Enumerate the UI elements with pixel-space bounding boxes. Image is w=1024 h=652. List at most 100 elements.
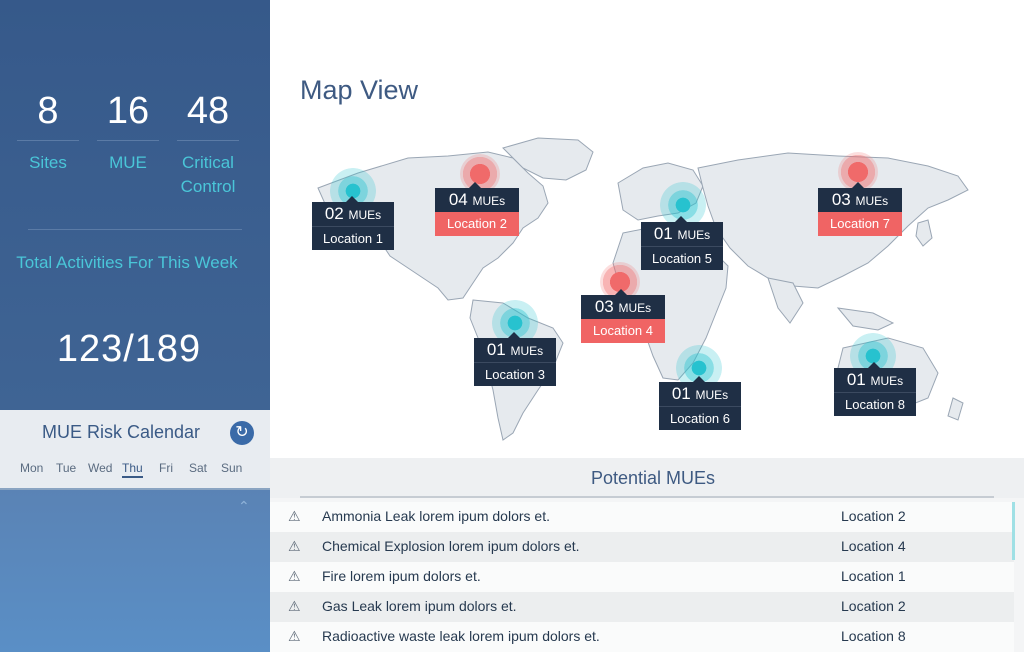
marker-location-label: Location 5 xyxy=(641,246,723,270)
mue-description: Ammonia Leak lorem ipum dolors et. xyxy=(322,508,550,524)
marker-unit: MUEs xyxy=(348,208,382,222)
marker-count-value: 01 xyxy=(653,224,673,243)
marker-location-label: Location 4 xyxy=(581,319,665,343)
mue-row[interactable]: ⚠ Ammonia Leak lorem ipum dolors et. Loc… xyxy=(270,502,1014,532)
calendar-body xyxy=(0,488,270,652)
marker-count: 02 MUEs xyxy=(312,202,394,226)
scrollbar[interactable] xyxy=(1012,502,1015,560)
stat-mue[interactable]: 16 MUE xyxy=(90,88,166,175)
stat-label: Sites xyxy=(29,153,67,172)
marker-count: 01 MUEs xyxy=(474,338,556,362)
risk-calendar: MUE Risk Calendar Mon Tue Wed Thu Fri Sa… xyxy=(0,410,270,488)
stat-divider xyxy=(97,140,159,141)
marker-notch xyxy=(675,216,687,222)
marker-location-label: Location 3 xyxy=(474,362,556,386)
stat-critical-control[interactable]: 48 Critical Control xyxy=(170,88,246,199)
mue-row[interactable]: ⚠ Fire lorem ipum dolors et. Location 1 xyxy=(270,562,1014,592)
marker-notch xyxy=(693,376,705,382)
divider xyxy=(28,229,242,230)
marker-location-6[interactable]: 01 MUEs Location 6 xyxy=(659,376,741,430)
marker-location-8[interactable]: 01 MUEs Location 8 xyxy=(834,362,916,416)
marker-count: 03 MUEs xyxy=(581,295,665,319)
summary-panel xyxy=(0,0,270,410)
stats-row: 8 Sites 16 MUE 48 Critical Control xyxy=(0,88,270,208)
potential-mues-header xyxy=(270,458,1024,498)
marker-count: 01 MUEs xyxy=(641,222,723,246)
marker-unit: MUEs xyxy=(618,301,652,315)
potential-mues-title: Potential MUEs xyxy=(590,468,716,488)
stat-label: MUE xyxy=(109,153,147,172)
marker-count-value: 03 xyxy=(594,297,614,316)
stat-divider xyxy=(17,140,79,141)
marker-unit: MUEs xyxy=(472,194,506,208)
marker-count: 03 MUEs xyxy=(818,188,902,212)
warning-icon: ⚠ xyxy=(288,598,301,614)
activities-value: 123/189 xyxy=(56,328,202,370)
marker-count-value: 01 xyxy=(846,370,866,389)
chevron-up-icon[interactable]: ⌃ xyxy=(238,498,250,514)
marker-count: 04 MUEs xyxy=(435,188,519,212)
marker-notch xyxy=(346,196,358,202)
marker-notch xyxy=(852,182,864,188)
mue-location: Location 1 xyxy=(841,568,906,584)
continent-new-zealand xyxy=(947,397,964,421)
marker-location-3[interactable]: 01 MUEs Location 3 xyxy=(474,332,556,386)
refresh-icon[interactable]: ↻ xyxy=(230,421,254,445)
stat-value: 16 xyxy=(106,90,150,132)
mue-row[interactable]: ⚠ Chemical Explosion lorem ipum dolors e… xyxy=(270,532,1014,562)
marker-unit: MUEs xyxy=(870,374,904,388)
marker-location-4[interactable]: 03 MUEs Location 4 xyxy=(581,289,665,343)
header-underline xyxy=(300,496,994,498)
calendar-title: MUE Risk Calendar xyxy=(42,422,201,442)
mue-description: Radioactive waste leak lorem ipum dolors… xyxy=(322,628,600,644)
stat-value: 48 xyxy=(186,90,230,132)
marker-location-label: Location 8 xyxy=(834,392,916,416)
day-sun[interactable]: Sun xyxy=(221,461,243,475)
continent-indonesia xyxy=(836,307,895,331)
marker-unit: MUEs xyxy=(695,388,729,402)
day-wed[interactable]: Wed xyxy=(88,461,113,475)
day-tue[interactable]: Tue xyxy=(56,461,77,475)
marker-location-1[interactable]: 02 MUEs Location 1 xyxy=(312,196,394,250)
marker-notch xyxy=(868,362,880,368)
marker-count-value: 02 xyxy=(324,204,344,223)
warning-icon: ⚠ xyxy=(288,628,301,644)
day-sat[interactable]: Sat xyxy=(189,461,208,475)
marker-count: 01 MUEs xyxy=(659,382,741,406)
marker-count: 01 MUEs xyxy=(834,368,916,392)
mue-description: Fire lorem ipum dolors et. xyxy=(322,568,481,584)
marker-location-2[interactable]: 04 MUEs Location 2 xyxy=(435,182,519,236)
continent-india xyxy=(767,277,804,324)
mue-location: Location 2 xyxy=(841,508,906,524)
marker-location-label: Location 2 xyxy=(435,212,519,236)
marker-count-value: 01 xyxy=(486,340,506,359)
marker-location-5[interactable]: 01 MUEs Location 5 xyxy=(641,216,723,270)
mue-row[interactable]: ⚠ Gas Leak lorem ipum dolors et. Locatio… xyxy=(270,592,1014,622)
marker-unit: MUEs xyxy=(510,344,544,358)
marker-notch xyxy=(615,289,627,295)
marker-unit: MUEs xyxy=(855,194,889,208)
sidebar: 8 Sites 16 MUE 48 Critical Control Total… xyxy=(0,0,270,652)
day-thu[interactable]: Thu xyxy=(122,461,143,478)
stat-sites[interactable]: 8 Sites xyxy=(10,88,86,175)
day-fri[interactable]: Fri xyxy=(159,461,173,475)
marker-notch xyxy=(508,332,520,338)
marker-count-value: 01 xyxy=(671,384,691,403)
marker-location-label: Location 1 xyxy=(312,226,394,250)
stat-divider xyxy=(177,140,239,141)
stat-value: 8 xyxy=(37,90,59,132)
page-title: Map View xyxy=(300,75,419,105)
warning-icon: ⚠ xyxy=(288,568,301,584)
marker-unit: MUEs xyxy=(677,228,711,242)
marker-notch xyxy=(469,182,481,188)
marker-location-label: Location 7 xyxy=(818,212,902,236)
marker-location-7[interactable]: 03 MUEs Location 7 xyxy=(818,182,902,236)
marker-count-value: 03 xyxy=(831,190,851,209)
continent-japan xyxy=(915,219,933,247)
day-mon[interactable]: Mon xyxy=(20,461,44,475)
marker-location-label: Location 6 xyxy=(659,406,741,430)
warning-icon: ⚠ xyxy=(288,538,301,554)
mue-row[interactable]: ⚠ Radioactive waste leak lorem ipum dolo… xyxy=(270,622,1014,652)
mue-description: Gas Leak lorem ipum dolors et. xyxy=(322,598,517,614)
marker-count-value: 04 xyxy=(448,190,468,209)
